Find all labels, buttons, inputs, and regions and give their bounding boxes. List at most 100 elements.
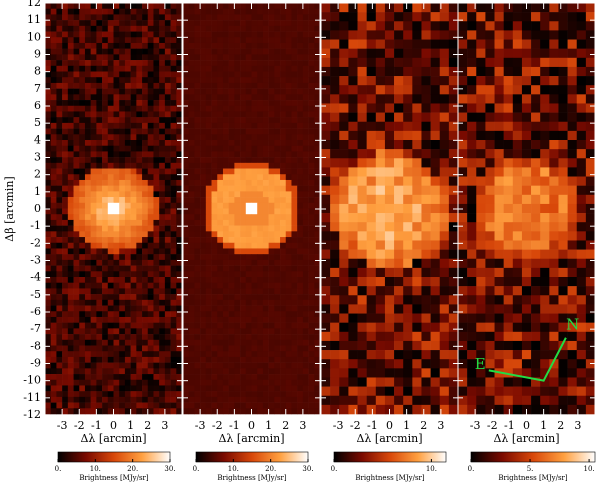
pixel — [96, 237, 103, 244]
pixel — [412, 395, 422, 406]
pixel — [102, 379, 109, 386]
pixel — [567, 304, 578, 314]
pixel — [79, 316, 86, 323]
pixel — [164, 157, 171, 164]
pixel — [73, 225, 80, 232]
pixel — [262, 48, 269, 55]
pixel — [540, 185, 550, 196]
pixel — [357, 286, 367, 296]
pixel — [176, 54, 183, 61]
pixel — [50, 88, 57, 95]
pixel — [153, 299, 160, 306]
pixel — [274, 368, 281, 375]
pixel — [245, 20, 252, 27]
pixel — [183, 42, 190, 49]
pixel — [176, 385, 183, 392]
pixel — [297, 42, 304, 49]
pixel — [45, 94, 52, 101]
pixel — [234, 202, 241, 209]
pixel — [147, 408, 154, 415]
pixel — [245, 402, 252, 409]
pixel — [421, 368, 431, 378]
pixel — [308, 391, 315, 398]
pixel — [56, 379, 63, 386]
pixel — [73, 351, 80, 358]
pixel — [217, 328, 224, 335]
pixel — [412, 85, 422, 95]
pixel — [228, 179, 235, 186]
pixel — [67, 197, 74, 204]
pixel — [211, 299, 218, 306]
pixel — [107, 100, 114, 107]
pixel — [164, 25, 171, 32]
pixel — [164, 334, 171, 341]
pixel — [403, 231, 413, 241]
pixel — [159, 408, 166, 415]
pixel — [549, 258, 559, 269]
pixel — [79, 368, 86, 375]
pixel — [503, 203, 514, 214]
pixel — [62, 214, 69, 221]
pixel — [280, 322, 287, 329]
pixel — [285, 305, 292, 312]
pixel — [348, 331, 358, 342]
pixel — [412, 103, 422, 113]
pixel — [375, 57, 386, 68]
pixel — [558, 121, 568, 132]
pixel — [136, 379, 143, 386]
pixel — [485, 94, 495, 104]
pixel — [476, 103, 486, 113]
pixel — [102, 14, 109, 21]
pixel — [512, 185, 523, 196]
pixel — [211, 42, 218, 49]
pixel — [268, 339, 275, 346]
pixel — [245, 254, 252, 261]
pixel — [188, 140, 195, 147]
pixel — [558, 130, 568, 141]
pixel — [183, 3, 190, 10]
pixel — [421, 103, 431, 113]
pixel — [251, 356, 258, 363]
pixel — [412, 194, 422, 205]
pixel — [222, 277, 229, 284]
pixel — [45, 402, 52, 409]
pixel — [67, 374, 74, 381]
pixel — [147, 322, 154, 329]
pixel — [50, 140, 57, 147]
pixel — [188, 122, 195, 129]
pixel — [234, 117, 241, 124]
pixel — [576, 85, 587, 95]
pixel — [421, 213, 431, 223]
pixel — [183, 219, 190, 226]
pixel — [153, 271, 160, 278]
pixel — [302, 311, 309, 318]
pixel — [200, 197, 207, 204]
pixel — [357, 149, 367, 159]
pixel — [136, 8, 143, 15]
pixel — [268, 77, 275, 84]
pixel — [147, 162, 154, 169]
pixel — [439, 377, 450, 387]
pixel — [228, 351, 235, 358]
x-tick-label: 1 — [265, 419, 272, 432]
pixel — [280, 100, 287, 107]
pixel — [119, 191, 126, 198]
pixel — [240, 225, 247, 232]
pixel — [130, 345, 137, 352]
pixel — [262, 402, 269, 409]
pixel — [234, 179, 241, 186]
pixel — [262, 179, 269, 186]
pixel — [164, 368, 171, 375]
pixel — [124, 225, 131, 232]
pixel — [211, 100, 218, 107]
pixel — [375, 377, 386, 387]
pixel — [280, 25, 287, 32]
pixel — [274, 162, 281, 169]
pixel — [567, 85, 578, 95]
pixel — [308, 214, 315, 221]
pixel — [50, 94, 57, 101]
pixel — [448, 57, 459, 68]
pixel — [136, 25, 143, 32]
pixel — [124, 168, 131, 175]
pixel — [302, 25, 309, 32]
